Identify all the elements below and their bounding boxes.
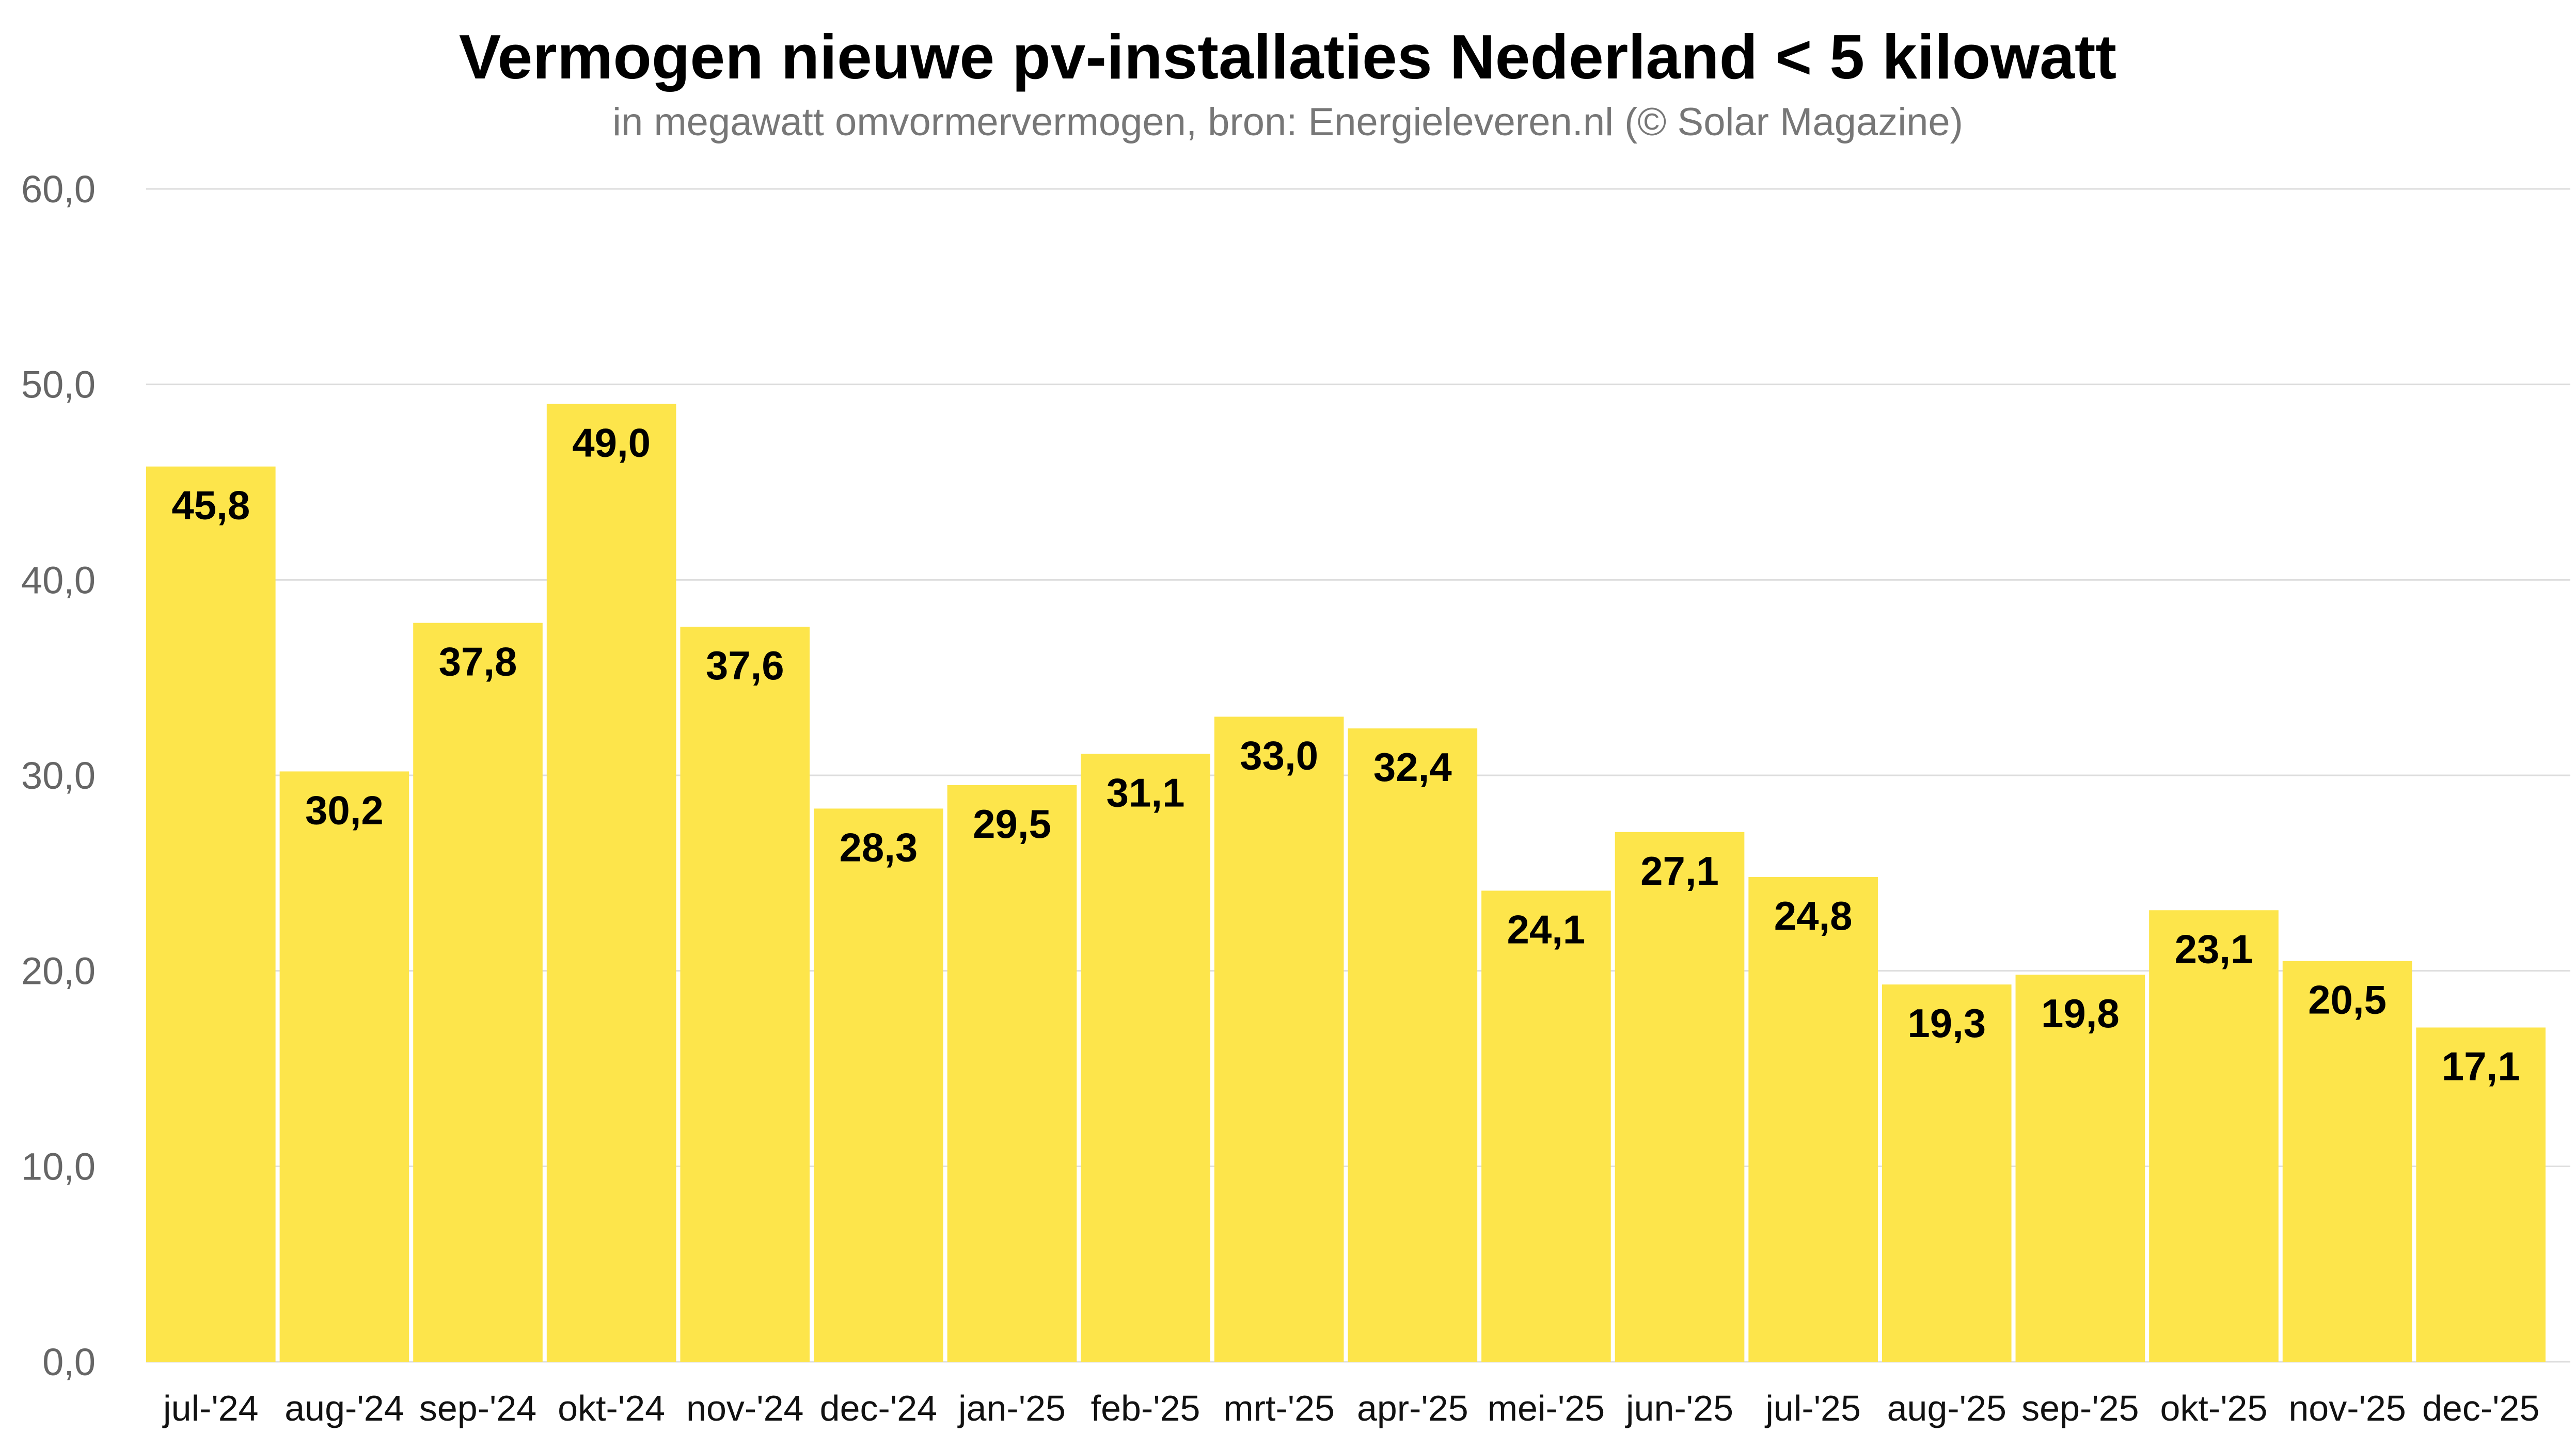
bar — [413, 623, 543, 1362]
x-tick-label: dec-'25 — [2422, 1388, 2539, 1428]
bar — [2149, 910, 2279, 1362]
y-tick-label: 40,0 — [21, 559, 96, 601]
x-tick-label: dec-'24 — [820, 1388, 937, 1428]
x-tick-label: jul-'24 — [162, 1388, 259, 1428]
x-tick-label: apr-'25 — [1357, 1388, 1468, 1428]
x-tick-label: mrt-'25 — [1223, 1388, 1335, 1428]
bar — [947, 785, 1077, 1362]
x-tick-label: okt-'24 — [558, 1388, 665, 1428]
x-tick-label: mei-'25 — [1488, 1388, 1605, 1428]
data-label: 49,0 — [572, 420, 651, 466]
bar — [146, 466, 276, 1362]
y-tick-label: 60,0 — [21, 168, 96, 211]
bar — [1615, 832, 1745, 1362]
x-tick-label: sep-'25 — [2021, 1388, 2139, 1428]
data-label: 29,5 — [973, 801, 1051, 847]
x-tick-label: nov-'25 — [2288, 1388, 2406, 1428]
data-label: 28,3 — [839, 824, 918, 870]
bar — [1081, 754, 1210, 1362]
y-tick-label: 20,0 — [21, 950, 96, 993]
x-tick-label: aug-'25 — [1887, 1388, 2006, 1428]
y-tick-label: 30,0 — [21, 754, 96, 797]
bar — [1748, 877, 1878, 1362]
data-label: 37,8 — [439, 639, 517, 684]
bar — [2416, 1027, 2546, 1362]
x-tick-label: feb-'25 — [1091, 1388, 1200, 1428]
x-tick-label: jul-'25 — [1764, 1388, 1861, 1428]
data-label: 30,2 — [305, 787, 384, 833]
data-label: 17,1 — [2442, 1043, 2520, 1089]
y-axis: 0,0 10,0 20,0 30,0 40,0 50,0 60,0 — [21, 168, 96, 1383]
data-label: 24,8 — [1774, 893, 1853, 938]
bar — [814, 808, 943, 1362]
bar — [680, 627, 810, 1362]
data-label: 33,0 — [1240, 733, 1318, 778]
data-label: 31,1 — [1107, 770, 1185, 815]
bar — [1214, 716, 1344, 1362]
data-label: 19,8 — [2041, 991, 2120, 1036]
x-tick-label: aug-'24 — [285, 1388, 404, 1428]
y-tick-label: 10,0 — [21, 1145, 96, 1188]
y-tick-label: 0,0 — [42, 1341, 96, 1383]
x-tick-label: jan-'25 — [957, 1388, 1066, 1428]
bar — [2015, 975, 2145, 1362]
bar — [1882, 984, 2012, 1362]
x-axis: jul-'24 aug-'24 sep-'24 okt-'24 nov-'24 dec-'… — [162, 1388, 2539, 1428]
data-label: 24,1 — [1507, 906, 1586, 952]
bar — [1348, 728, 1478, 1362]
data-label: 37,6 — [706, 643, 784, 688]
data-label: 27,1 — [1640, 848, 1719, 894]
bar — [279, 771, 409, 1362]
bar — [1481, 890, 1611, 1362]
data-label: 19,3 — [1907, 1000, 1986, 1046]
bar — [2282, 961, 2412, 1362]
data-label: 45,8 — [171, 483, 250, 528]
chart-title: Vermogen nieuwe pv-installaties Nederlan… — [459, 22, 2116, 92]
bar — [546, 404, 676, 1362]
data-label: 23,1 — [2175, 926, 2253, 972]
x-tick-label: sep-'24 — [419, 1388, 536, 1428]
data-label: 20,5 — [2308, 977, 2387, 1023]
x-tick-label: jun-'25 — [1625, 1388, 1733, 1428]
x-tick-label: nov-'24 — [686, 1388, 803, 1428]
y-tick-label: 50,0 — [21, 363, 96, 406]
data-label: 32,4 — [1373, 744, 1452, 790]
chart-subtitle: in megawatt omvormervermogen, bron: Ener… — [612, 100, 1963, 144]
x-tick-label: okt-'25 — [2160, 1388, 2268, 1428]
bars: 45,8 30,2 37,8 49,0 37,6 28,3 29,5 31,1 33,0 32,4… — [146, 404, 2546, 1362]
